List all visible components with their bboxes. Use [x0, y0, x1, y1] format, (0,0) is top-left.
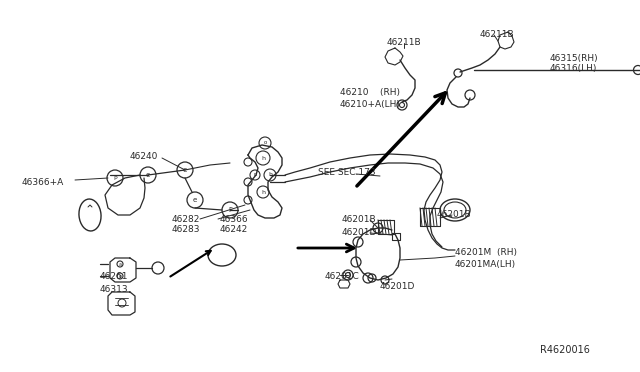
Text: o: o — [263, 141, 267, 145]
Text: 46201D: 46201D — [342, 228, 378, 237]
Text: 46201B: 46201B — [342, 215, 376, 224]
Text: h: h — [261, 155, 265, 160]
Text: n: n — [253, 173, 257, 177]
Text: 46211B: 46211B — [480, 30, 515, 39]
Text: 46366: 46366 — [220, 215, 248, 224]
Text: e: e — [193, 197, 197, 203]
Text: R4620016: R4620016 — [540, 345, 590, 355]
Text: 46210+A(LH): 46210+A(LH) — [340, 100, 401, 109]
Text: 46315(RH): 46315(RH) — [550, 54, 598, 63]
Text: a: a — [118, 262, 122, 266]
Text: 46282: 46282 — [172, 215, 200, 224]
Text: SEE SEC.173: SEE SEC.173 — [318, 168, 376, 177]
Text: 46366+A: 46366+A — [22, 178, 64, 187]
Text: 46283: 46283 — [172, 225, 200, 234]
Text: e: e — [146, 172, 150, 178]
Text: h: h — [268, 173, 272, 177]
Text: 46316(LH): 46316(LH) — [550, 64, 597, 73]
Text: P: P — [113, 176, 117, 180]
Text: 46240: 46240 — [130, 152, 158, 161]
Text: 46201D: 46201D — [380, 282, 415, 291]
Text: 46210    (RH): 46210 (RH) — [340, 88, 400, 97]
Text: 46201MA(LH): 46201MA(LH) — [455, 260, 516, 269]
Text: 46201C: 46201C — [325, 272, 360, 281]
Text: o: o — [118, 273, 122, 279]
Text: 46201B: 46201B — [437, 210, 472, 219]
Text: h: h — [261, 189, 265, 195]
Text: 46261: 46261 — [100, 272, 129, 281]
Text: 46313: 46313 — [100, 285, 129, 294]
Text: 46242: 46242 — [220, 225, 248, 234]
Text: 46201M  (RH): 46201M (RH) — [455, 248, 517, 257]
Text: e: e — [183, 167, 187, 173]
Text: F: F — [228, 207, 232, 213]
Text: 46211B: 46211B — [387, 38, 422, 47]
